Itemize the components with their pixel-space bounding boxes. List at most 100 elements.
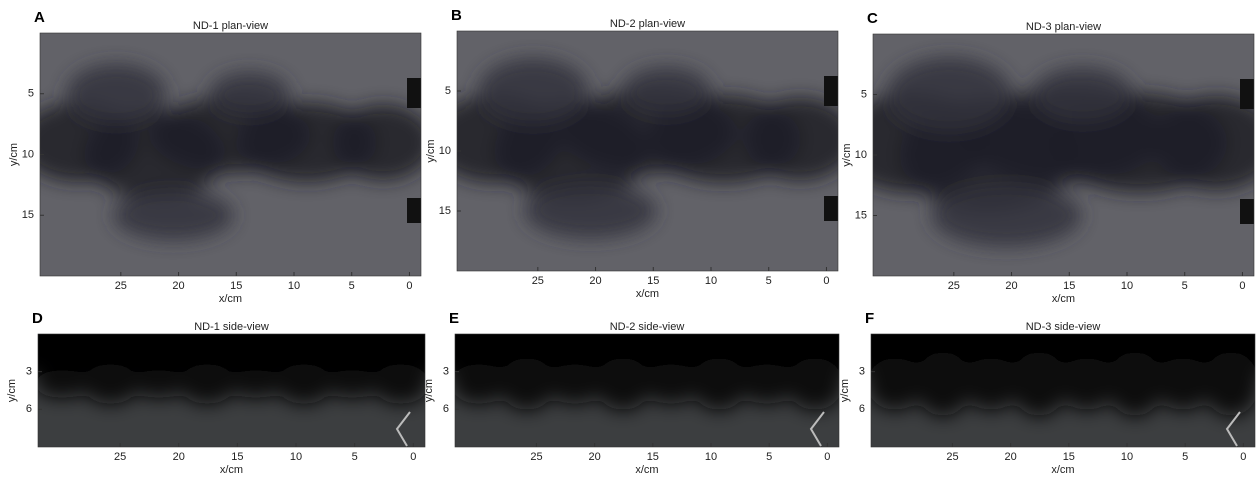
plume-blob (324, 370, 381, 398)
plume-blob (1032, 67, 1133, 122)
x-tick-label: 0 (406, 280, 412, 292)
y-tick-label: 10 (855, 149, 867, 161)
x-tick-label: 15 (230, 280, 242, 292)
axes-frame (870, 333, 1256, 448)
x-tick-label: 10 (288, 280, 300, 292)
y-tick-label: 5 (445, 85, 451, 97)
x-tick-label: 0 (1239, 280, 1245, 292)
plume-blob (276, 364, 333, 404)
plume-blob (871, 358, 923, 410)
panel-title: ND-3 plan-view (1026, 21, 1101, 33)
x-tick-label: 25 (530, 451, 542, 463)
plume-blob (227, 370, 284, 398)
plume-blob (478, 58, 589, 124)
y-tick-label: 3 (443, 366, 449, 378)
plume (40, 63, 421, 241)
y-tick-label: 3 (859, 366, 865, 378)
x-tick-label: 25 (532, 275, 544, 287)
probe (407, 198, 421, 223)
x-tick-label: 15 (647, 275, 659, 287)
panel-label: D (32, 310, 43, 327)
axes-frame (37, 333, 426, 448)
x-tick-label: 20 (589, 451, 601, 463)
plume (873, 57, 1254, 247)
plume-blob (915, 352, 971, 416)
x-tick-label: 20 (172, 280, 184, 292)
y-tick-label: 6 (859, 403, 865, 415)
x-tick-label: 5 (349, 280, 355, 292)
x-tick-label: 5 (766, 451, 772, 463)
y-tick-label: 15 (855, 209, 867, 221)
plume-blob (209, 71, 290, 116)
plume-blob (1203, 352, 1255, 416)
axes-frame (454, 333, 840, 448)
plume-blob (963, 358, 1019, 410)
x-tick-label: 10 (1121, 451, 1133, 463)
panel-label: F (865, 310, 874, 327)
x-tick-label: 20 (1005, 451, 1017, 463)
photo (40, 33, 421, 276)
y-tick-label: 5 (861, 88, 867, 100)
x-tick-label: 10 (290, 451, 302, 463)
photo (871, 334, 1255, 447)
panel-label: B (451, 7, 462, 24)
plume-blob (1011, 352, 1067, 416)
probe (407, 78, 421, 108)
plume (455, 334, 839, 410)
plume-blob (130, 370, 187, 398)
x-tick-label: 25 (948, 280, 960, 292)
plume-blob (1153, 95, 1254, 191)
y-tick-label: 5 (28, 88, 34, 100)
probe (1240, 79, 1254, 109)
y-axis-label: y/cm (423, 379, 435, 402)
x-tick-label: 15 (1063, 280, 1075, 292)
plume-blob (66, 63, 167, 124)
plume-blob (179, 364, 236, 404)
plume-blob (787, 358, 839, 410)
probe (824, 76, 838, 106)
plume-blob (524, 183, 657, 239)
x-tick-label: 15 (647, 451, 659, 463)
plume-blob (113, 190, 234, 241)
plume-blob (595, 358, 651, 410)
x-tick-label: 5 (352, 451, 358, 463)
frame (395, 411, 411, 447)
x-tick-label: 15 (231, 451, 243, 463)
plume-blob (372, 364, 425, 404)
x-tick-label: 5 (1182, 451, 1188, 463)
plume-blob (38, 370, 91, 398)
y-axis-label: y/cm (841, 143, 853, 166)
x-tick-label: 10 (705, 275, 717, 287)
x-tick-label: 20 (1005, 280, 1017, 292)
x-tick-label: 0 (824, 451, 830, 463)
plume-blob (332, 104, 421, 181)
plume-blob (82, 364, 139, 404)
plume (38, 334, 425, 404)
plume-blob (739, 364, 795, 404)
plume-blob (547, 364, 603, 404)
x-tick-label: 0 (1240, 451, 1246, 463)
panel-title: ND-2 plan-view (610, 18, 685, 30)
plume-blob (1155, 358, 1211, 410)
panel-title: ND-2 side-view (610, 321, 685, 333)
plume-blob (744, 97, 838, 181)
x-tick-label: 0 (823, 275, 829, 287)
x-tick-label: 25 (946, 451, 958, 463)
x-tick-label: 10 (1121, 280, 1133, 292)
y-axis-label: y/cm (839, 379, 851, 402)
x-axis-label: x/cm (636, 288, 659, 300)
y-tick-label: 15 (22, 209, 34, 221)
y-tick-label: 10 (439, 145, 451, 157)
plume-blob (622, 66, 711, 116)
y-tick-label: 15 (439, 205, 451, 217)
panel-title: ND-1 side-view (194, 321, 269, 333)
y-tick-label: 6 (26, 403, 32, 415)
plume-blob (1107, 352, 1163, 416)
photo (457, 31, 838, 271)
photo (873, 34, 1254, 276)
x-tick-label: 10 (705, 451, 717, 463)
probe (1240, 199, 1254, 224)
y-axis-label: y/cm (425, 139, 437, 162)
panel-label: E (449, 310, 459, 327)
photo (455, 334, 839, 447)
